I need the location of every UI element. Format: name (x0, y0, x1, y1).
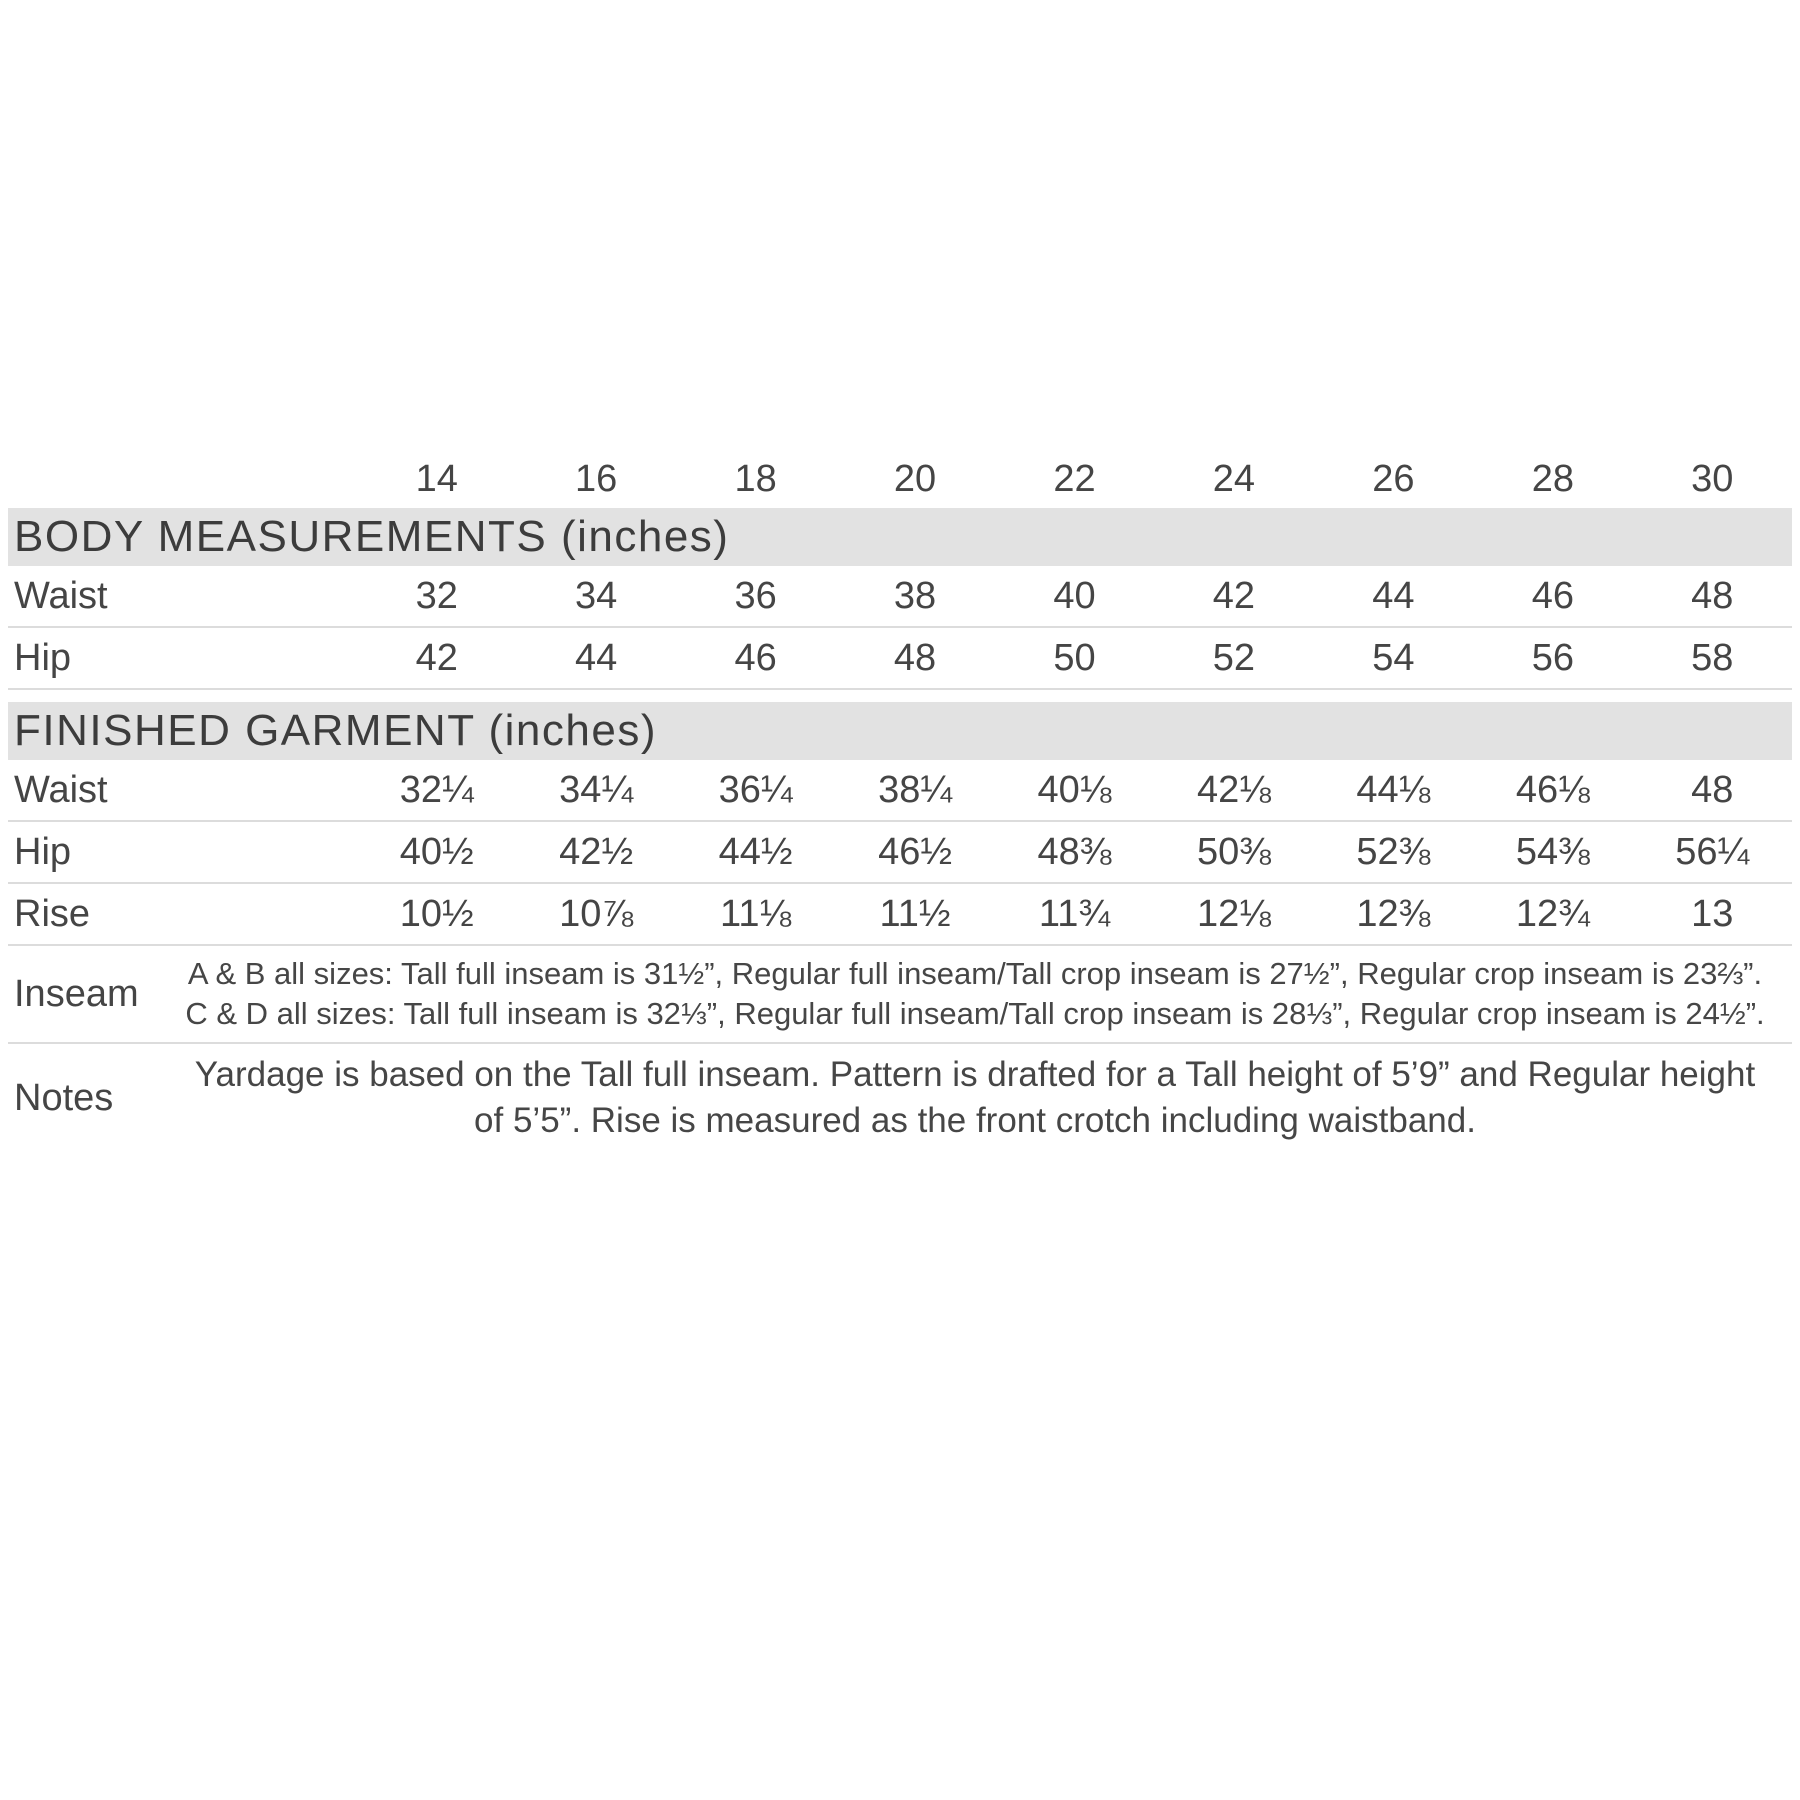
size-col-header: 20 (893, 457, 937, 500)
inseam-line-cd: C & D all sizes: Tall full inseam is 32⅓… (185, 996, 1765, 1031)
cell-value: 38 (893, 574, 937, 617)
cell-value: 42 (1212, 574, 1256, 617)
cell-value: 42½ (559, 830, 634, 873)
cell-value: 42⅛ (1196, 768, 1271, 811)
cell-value: 46⅛ (1515, 768, 1590, 811)
cell-value: 46 (1531, 574, 1574, 617)
cell-value: 46½ (878, 830, 953, 873)
row-label: Waist (14, 768, 108, 811)
cell-value: 56 (1531, 636, 1574, 679)
cell-value: 46 (734, 636, 777, 679)
cell-value: 32 (415, 574, 458, 617)
section-title: FINISHED GARMENT (inches) (14, 706, 657, 755)
cell-value: 44½ (718, 830, 793, 873)
cell-value: 40½ (399, 830, 474, 873)
size-col-header: 14 (415, 457, 458, 500)
cell-value: 42 (415, 636, 458, 679)
cell-value: 48 (1691, 574, 1734, 617)
cell-value: 11½ (879, 892, 951, 935)
section-header-finished-garment: FINISHED GARMENT (inches) (8, 702, 1792, 760)
size-col-header: 30 (1691, 457, 1734, 500)
cell-value: 50 (1053, 636, 1096, 679)
size-chart-table: 14 16 18 20 22 24 26 28 30 BODY MEASUREM… (8, 450, 1792, 1152)
cell-value: 10½ (399, 892, 474, 935)
size-col-header: 18 (734, 457, 777, 500)
cell-value: 52⅜ (1356, 830, 1431, 873)
notes-line-2: of 5’5”. Rise is measured as the front c… (474, 1101, 1476, 1140)
notes-text: Yardage is based on the Tall full inseam… (158, 1052, 1792, 1144)
section-gap (8, 690, 1792, 702)
size-header-row: 14 16 18 20 22 24 26 28 30 (8, 450, 1792, 508)
cell-value: 11¾ (1038, 892, 1111, 935)
table-row-inseam: Inseam A & B all sizes: Tall full inseam… (8, 946, 1792, 1044)
cell-value: 40 (1053, 574, 1096, 617)
row-label: Inseam (14, 972, 139, 1015)
size-col-header: 24 (1212, 457, 1256, 500)
cell-value: 32¼ (399, 768, 474, 811)
row-label: Hip (14, 636, 72, 679)
table-row-finished-rise: Rise 10½ 10⅞ 11⅛ 11½ 11¾ 12⅛ 12⅜ 12¾ 13 (8, 884, 1792, 946)
cell-value: 48 (1691, 768, 1734, 811)
cell-value: 10⅞ (559, 892, 634, 935)
cell-value: 36¼ (718, 768, 793, 811)
cell-value: 38¼ (878, 768, 953, 811)
table-row-notes: Notes Yardage is based on the Tall full … (8, 1044, 1792, 1152)
cell-value: 13 (1691, 892, 1734, 935)
cell-value: 52 (1212, 636, 1256, 679)
cell-value: 44⅛ (1356, 768, 1431, 811)
section-header-body-measurements: BODY MEASUREMENTS (inches) (8, 508, 1792, 566)
cell-value: 48⅜ (1037, 830, 1112, 873)
row-label: Waist (14, 574, 108, 617)
table-row-body-waist: Waist 32 34 36 38 40 42 44 46 48 (8, 566, 1792, 628)
cell-value: 34¼ (559, 768, 634, 811)
table-row-finished-waist: Waist 32¼ 34¼ 36¼ 38¼ 40⅛ 42⅛ 44⅛ 46⅛ 48 (8, 760, 1792, 822)
size-col-header: 28 (1531, 457, 1574, 500)
size-col-header: 26 (1372, 457, 1415, 500)
cell-value: 34 (575, 574, 618, 617)
cell-value: 12⅛ (1196, 892, 1271, 935)
table-row-body-hip: Hip 42 44 46 48 50 52 54 56 58 (8, 628, 1792, 690)
row-label: Rise (14, 892, 91, 935)
cell-value: 50⅜ (1196, 830, 1271, 873)
section-title: BODY MEASUREMENTS (inches) (14, 512, 730, 561)
cell-value: 44 (575, 636, 618, 679)
cell-value: 40⅛ (1037, 768, 1112, 811)
cell-value: 12¾ (1515, 892, 1590, 935)
cell-value: 44 (1372, 574, 1415, 617)
row-label: Notes (14, 1076, 114, 1119)
inseam-line-ab: A & B all sizes: Tall full inseam is 31½… (187, 956, 1763, 991)
cell-value: 12⅜ (1356, 892, 1431, 935)
table-row-finished-hip: Hip 40½ 42½ 44½ 46½ 48⅜ 50⅜ 52⅜ 54⅜ 56¼ (8, 822, 1792, 884)
size-col-header: 16 (575, 457, 618, 500)
size-col-header: 22 (1053, 457, 1096, 500)
notes-line-1: Yardage is based on the Tall full inseam… (194, 1055, 1756, 1094)
cell-value: 58 (1691, 636, 1734, 679)
cell-value: 54⅜ (1515, 830, 1590, 873)
cell-value: 48 (893, 636, 937, 679)
cell-value: 36 (734, 574, 777, 617)
inseam-text: A & B all sizes: Tall full inseam is 31½… (158, 954, 1792, 1034)
row-label: Hip (14, 830, 72, 873)
cell-value: 11⅛ (720, 892, 792, 935)
cell-value: 54 (1372, 636, 1415, 679)
cell-value: 56¼ (1675, 830, 1750, 873)
